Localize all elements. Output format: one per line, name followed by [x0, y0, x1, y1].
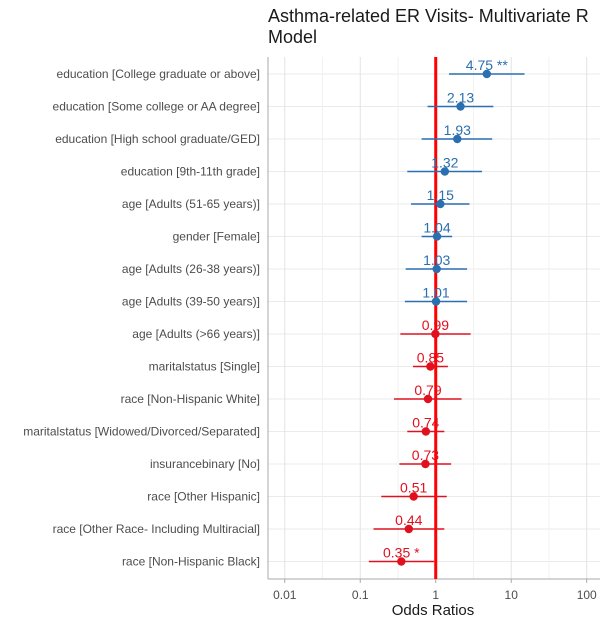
term-label: race [Non-Hispanic White]: [121, 392, 260, 406]
estimate-point: [426, 362, 435, 371]
estimate-point: [404, 524, 414, 534]
estimate-point: [409, 492, 418, 501]
term-label: race [Non-Hispanic Black]: [122, 555, 260, 569]
value-label: 2.13: [447, 90, 474, 106]
term-label: education [9th-11th grade]: [121, 165, 260, 179]
term-label: education [High school graduate/GED]: [55, 132, 260, 146]
value-label: 0.51: [400, 480, 427, 496]
estimate-point: [423, 394, 433, 404]
x-tick-label: 10: [505, 588, 519, 602]
estimate-point: [436, 199, 445, 209]
estimate-point: [421, 459, 430, 469]
term-label: gender [Female]: [173, 230, 260, 244]
term-label: age [Adults (39-50 years)]: [122, 295, 260, 309]
term-label: insurancebinary [No]: [150, 457, 260, 471]
value-label: 0.99: [422, 317, 449, 333]
value-label: 0.74: [412, 415, 439, 431]
value-label: 1.03: [423, 252, 450, 268]
value-labels: 4.75 ** 2.13 1.93 1.32 1.15 1.04 1.03 1.01 0.99 0…: [383, 57, 508, 561]
term-labels: education [College graduate or above] edu…: [23, 67, 260, 569]
value-label: 4.75 **: [466, 57, 509, 73]
value-label: 0.35 *: [383, 545, 420, 561]
chart-title: Asthma-related ER Visits- Multivariate R…: [268, 6, 589, 47]
value-label: 0.44: [395, 512, 422, 528]
term-label: age [Adults (26-38 years)]: [122, 262, 260, 276]
estimate-point: [421, 427, 431, 436]
term-label: education [College graduate or above]: [57, 67, 260, 81]
estimate-point: [482, 69, 492, 79]
value-label: 0.85: [417, 350, 444, 366]
value-label: 0.73: [412, 447, 439, 463]
x-tick-label: 0.01: [273, 588, 297, 602]
x-tick-label: 1: [432, 588, 439, 602]
estimate-point: [431, 297, 441, 306]
x-tick-label: 100: [577, 588, 597, 602]
value-label: 1.01: [422, 285, 449, 301]
x-tick-label: 0.1: [352, 588, 369, 602]
value-label: 1.93: [444, 122, 471, 138]
value-label: 1.15: [427, 187, 454, 203]
estimate-point: [432, 264, 441, 274]
value-label: 1.32: [431, 155, 458, 171]
estimate-point: [453, 134, 462, 144]
estimate-points: [397, 69, 492, 566]
term-label: age [Adults (51-65 years)]: [122, 197, 260, 211]
term-label: maritalstatus [Single]: [149, 360, 260, 374]
value-label: 0.79: [414, 382, 441, 398]
estimate-point: [440, 167, 450, 176]
x-tick-labels: 0.01 0.1 1 10 100: [273, 579, 597, 602]
term-label: race [Other Race- Including Multiracial]: [53, 522, 260, 536]
x-axis-title: Odds Ratios: [392, 602, 475, 619]
estimate-point: [397, 557, 406, 566]
term-label: education [Some college or AA degree]: [53, 100, 260, 114]
estimate-point: [431, 329, 440, 339]
term-label: age [Adults (>66 years)]: [132, 327, 260, 341]
estimate-point: [432, 232, 442, 241]
value-label: 1.04: [423, 220, 450, 236]
term-label: maritalstatus [Widowed/Divorced/Separate…: [23, 425, 260, 439]
term-label: race [Other Hispanic]: [147, 490, 260, 504]
estimate-point: [456, 102, 465, 111]
